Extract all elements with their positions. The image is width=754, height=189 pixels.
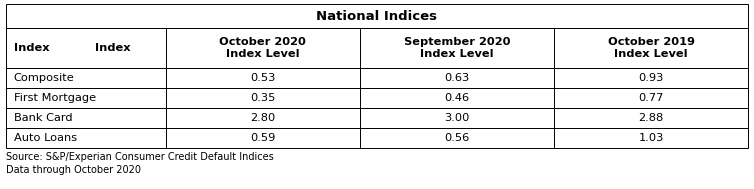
Text: 0.46: 0.46 xyxy=(445,93,470,103)
Bar xyxy=(360,108,554,128)
Bar xyxy=(360,68,554,88)
Bar xyxy=(166,88,360,108)
Bar xyxy=(554,28,748,68)
Text: 3.00: 3.00 xyxy=(444,113,470,123)
Text: Index: Index xyxy=(14,43,49,53)
Text: 0.56: 0.56 xyxy=(445,133,470,143)
Bar xyxy=(360,88,554,108)
Text: Source: S&P/Experian Consumer Credit Default Indices: Source: S&P/Experian Consumer Credit Def… xyxy=(6,152,274,162)
Bar xyxy=(6,4,748,28)
Bar xyxy=(166,28,360,68)
Bar xyxy=(6,68,166,88)
Bar xyxy=(166,68,360,88)
Text: 0.53: 0.53 xyxy=(250,73,275,83)
Bar xyxy=(360,128,554,148)
Bar xyxy=(6,128,166,148)
Bar xyxy=(554,128,748,148)
Text: 2.88: 2.88 xyxy=(639,113,664,123)
Text: October 2020
Index Level: October 2020 Index Level xyxy=(219,37,306,59)
Text: 0.59: 0.59 xyxy=(250,133,275,143)
Bar xyxy=(166,128,360,148)
Text: Auto Loans: Auto Loans xyxy=(14,133,77,143)
Bar xyxy=(554,88,748,108)
Text: 1.03: 1.03 xyxy=(639,133,664,143)
Bar xyxy=(166,108,360,128)
Text: September 2020
Index Level: September 2020 Index Level xyxy=(404,37,510,59)
Bar xyxy=(554,68,748,88)
Text: 0.77: 0.77 xyxy=(639,93,664,103)
Text: Bank Card: Bank Card xyxy=(14,113,72,123)
Bar xyxy=(6,28,166,68)
Bar xyxy=(360,28,554,68)
Bar xyxy=(6,108,166,128)
Text: Index: Index xyxy=(95,43,130,53)
Text: 0.35: 0.35 xyxy=(250,93,275,103)
Text: Data through October 2020: Data through October 2020 xyxy=(6,165,141,175)
Text: 0.63: 0.63 xyxy=(445,73,470,83)
Text: First Mortgage: First Mortgage xyxy=(14,93,96,103)
Bar xyxy=(554,108,748,128)
Text: 0.93: 0.93 xyxy=(639,73,664,83)
Text: National Indices: National Indices xyxy=(317,9,437,22)
Text: October 2019
Index Level: October 2019 Index Level xyxy=(608,37,694,59)
Bar xyxy=(6,88,166,108)
Text: 2.80: 2.80 xyxy=(250,113,275,123)
Text: Composite: Composite xyxy=(14,73,75,83)
